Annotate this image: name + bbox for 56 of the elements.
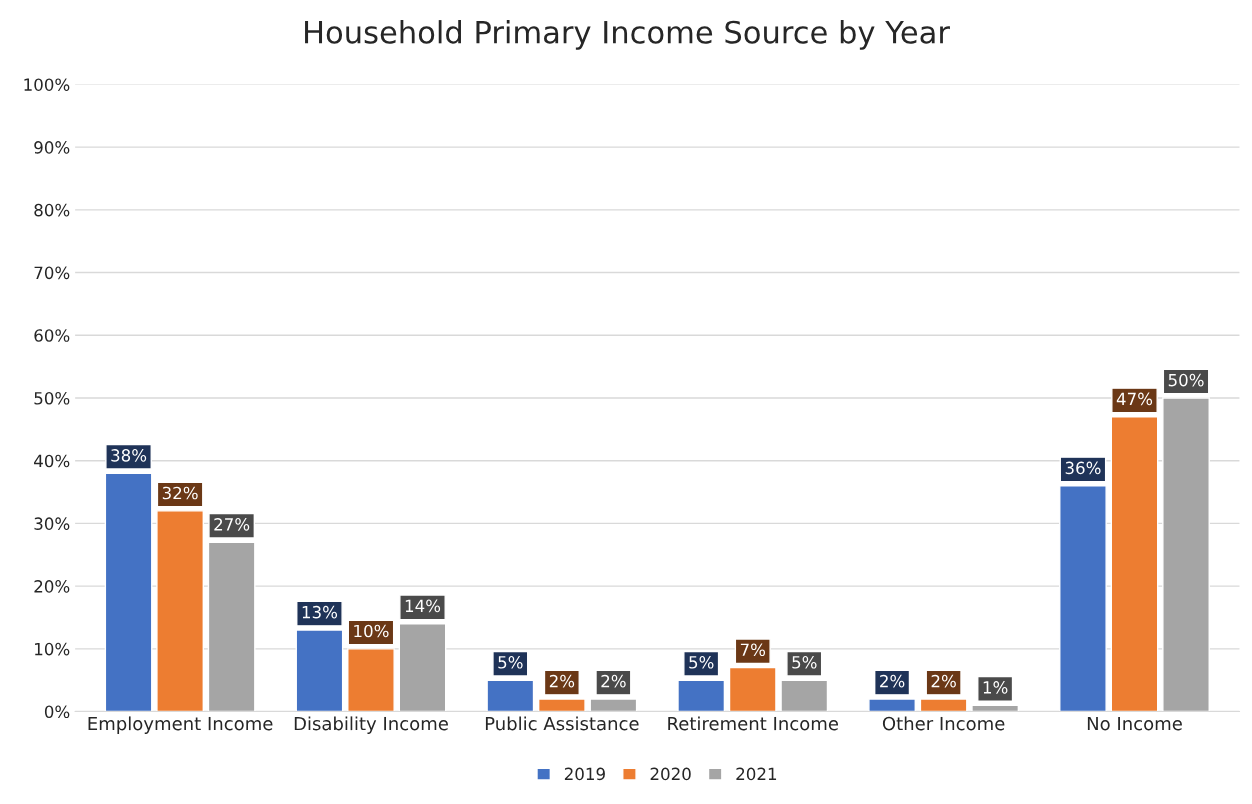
bar — [398, 623, 447, 712]
data-label: 36% — [1065, 461, 1101, 475]
x-tick-label: Retirement Income — [668, 716, 839, 731]
y-tick-label: 40% — [34, 454, 70, 468]
data-label: 1% — [983, 681, 1008, 694]
bar — [1110, 416, 1159, 712]
data-label: 5% — [689, 656, 714, 669]
legend-label: 2021 — [736, 767, 777, 781]
bar — [1059, 485, 1107, 712]
y-tick-label: 0% — [44, 705, 70, 719]
y-tick-label: 90% — [34, 141, 70, 154]
x-tick-label: No Income — [1087, 716, 1182, 731]
bar — [1162, 397, 1210, 712]
bar — [919, 698, 968, 712]
y-tick-label: 80% — [34, 203, 70, 217]
bar — [537, 698, 586, 712]
data-label: 7% — [740, 643, 766, 657]
data-label: 2% — [880, 674, 905, 688]
bar — [589, 698, 638, 712]
legend-label: 2020 — [650, 767, 691, 781]
y-tick-label: 100% — [24, 78, 70, 91]
bar — [104, 472, 153, 712]
y-tick-label: 70% — [34, 266, 70, 280]
data-label: 38% — [111, 449, 147, 462]
data-label: 2% — [931, 674, 956, 688]
chart-title: Household Primary Income Source by Year — [305, 20, 950, 50]
bar — [295, 629, 344, 712]
x-tick-label: Other Income — [882, 716, 1005, 731]
data-label: 2% — [601, 674, 626, 688]
bar — [780, 679, 829, 712]
bar — [156, 510, 204, 712]
bar — [347, 648, 395, 712]
bar — [728, 666, 777, 712]
bar — [486, 679, 535, 712]
bar — [207, 541, 256, 712]
data-label: 14% — [405, 599, 441, 613]
data-label: 47% — [1116, 392, 1153, 406]
y-tick-label: 60% — [34, 329, 70, 342]
x-tick-label: Public Assistance — [485, 716, 639, 731]
legend-label: 2019 — [564, 767, 605, 781]
data-label: 32% — [162, 486, 198, 500]
data-label: 5% — [792, 656, 817, 669]
y-tick-label: 30% — [34, 517, 70, 530]
data-label: 10% — [354, 624, 389, 638]
data-label: 27% — [214, 518, 250, 531]
data-label: 50% — [1168, 373, 1204, 387]
bar — [868, 698, 916, 712]
bar — [677, 679, 726, 712]
data-label: 5% — [498, 656, 523, 669]
x-tick-label: Disability Income — [294, 716, 448, 734]
data-label: 13% — [302, 605, 338, 619]
x-tick-label: Employment Income — [88, 716, 273, 734]
y-tick-label: 20% — [34, 580, 70, 593]
y-tick-label: 50% — [34, 391, 70, 405]
y-tick-label: 10% — [35, 642, 70, 656]
data-label: 2% — [549, 674, 575, 688]
